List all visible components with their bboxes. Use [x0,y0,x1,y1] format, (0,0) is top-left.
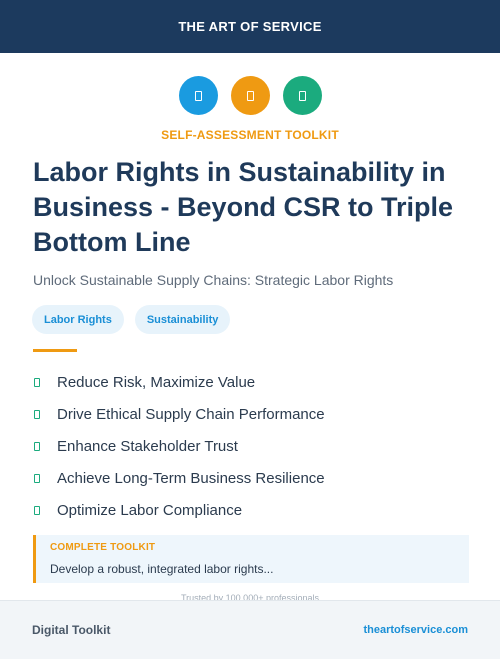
benefit-item: Achieve Long-Term Business Resilience [33,462,473,494]
website-link[interactable]: theartofservice.com [363,624,468,636]
document-icon [282,76,322,115]
check-icon [34,441,40,451]
benefit-item: Drive Ethical Supply Chain Performance [33,398,473,430]
tag-labor-rights[interactable]: Labor Rights [32,305,124,334]
icon-row [0,76,500,115]
benefit-item: Reduce Risk, Maximize Value [33,366,473,398]
accent-divider [33,349,77,352]
benefit-text: Achieve Long-Term Business Resilience [57,469,325,487]
benefit-text: Drive Ethical Supply Chain Performance [57,405,325,423]
page-subtitle: Unlock Sustainable Supply Chains: Strate… [33,272,394,288]
benefit-text: Enhance Stakeholder Trust [57,437,238,455]
check-icon [34,377,40,387]
header-bar: THE ART OF SERVICE [0,0,500,53]
toolkit-callout: COMPLETE TOOLKIT Develop a robust, integ… [33,535,469,583]
benefit-text: Reduce Risk, Maximize Value [57,373,256,391]
toolkit-kicker: SELF-ASSESSMENT TOOLKIT [161,128,339,142]
document-icon [230,76,270,115]
callout-label: COMPLETE TOOLKIT [50,542,156,553]
brand-name: THE ART OF SERVICE [178,19,322,34]
benefit-item: Optimize Labor Compliance [33,494,473,526]
footer-bar: Digital Toolkit theartofservice.com [0,600,500,659]
footer-label: Digital Toolkit [32,623,111,637]
tag-sustainability[interactable]: Sustainability [134,305,231,334]
trusted-note: Trusted by 100,000+ professionals [180,593,319,601]
benefit-item: Enhance Stakeholder Trust [33,430,473,462]
check-icon [34,505,40,515]
document-icon [178,76,218,115]
check-icon [34,473,40,483]
tag-list: Labor Rights Sustainability [32,305,231,334]
benefit-text: Optimize Labor Compliance [57,501,243,519]
callout-text: Develop a robust, integrated labor right… [50,562,274,576]
check-icon [34,409,40,419]
page-title: Labor Rights in Sustainability in Busine… [33,157,454,257]
benefit-list: Reduce Risk, Maximize Value Drive Ethica… [33,366,473,526]
